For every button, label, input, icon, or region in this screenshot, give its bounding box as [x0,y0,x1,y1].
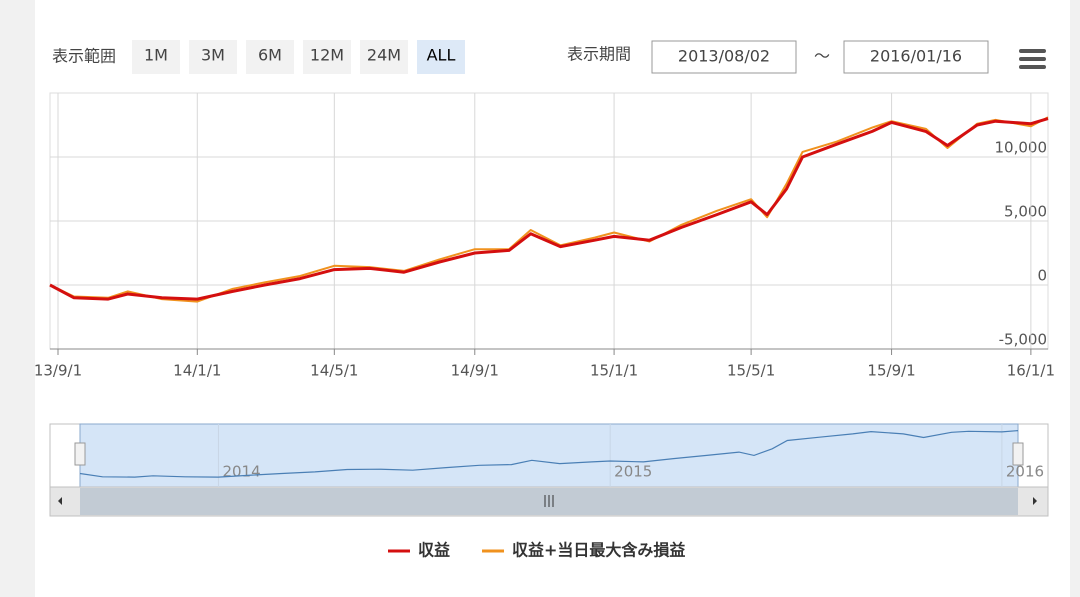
range-button-label[interactable]: 6M [258,46,282,65]
navigator-handle[interactable] [1012,442,1024,466]
scroll-right[interactable] [1033,497,1037,505]
period-label: 表示期間 [567,45,631,64]
line [49,117,1049,301]
x-tick-label: 15/1/1 [590,362,638,380]
navigator-label: 2016 [1006,463,1044,481]
range-button-label[interactable]: 24M [367,46,401,65]
x-tick-label: 15/9/1 [867,362,915,380]
legend-label[interactable]: 収益 [418,541,450,560]
date-to[interactable]: 2016/01/16 [870,47,962,66]
range-button-label[interactable]: ALL [427,46,456,65]
date-from[interactable]: 2013/08/02 [678,47,770,66]
y-tick-label: -5,000 [999,331,1047,349]
x-tick-label: 15/5/1 [727,362,775,380]
navigator-line [79,430,1019,478]
x-tick-label: 14/9/1 [451,362,499,380]
range-label: 表示範囲 [52,47,116,66]
x-tick-label: 14/5/1 [310,362,358,380]
navigator-label: 2014 [222,463,260,481]
scroll-left[interactable] [58,497,62,505]
separator: ～ [814,47,830,66]
range-button[interactable] [189,40,237,74]
range-button[interactable] [246,40,294,74]
range-button[interactable] [132,40,180,74]
x-tick-label: 16/1/1 [1007,362,1055,380]
x-tick-label: 14/1/1 [173,362,221,380]
navigator-label: 2015 [614,463,652,481]
range-button[interactable] [303,40,351,74]
navigator-handle[interactable] [74,442,86,466]
menu-icon[interactable] [1019,49,1046,69]
legend-label[interactable]: 収益+当日最大含み損益 [512,541,685,560]
y-tick-label: 5,000 [1004,203,1047,221]
date-input[interactable] [843,40,989,74]
range-button-label[interactable]: 3M [201,46,225,65]
range-button[interactable] [360,40,408,74]
y-tick-label: 10,000 [995,139,1048,157]
range-button-label[interactable]: 1M [144,46,168,65]
range-button-label[interactable]: 12M [310,46,344,65]
range-button[interactable] [417,40,465,74]
y-tick-label: 0 [1037,267,1047,285]
scrollbar-grip [544,495,554,507]
date-input[interactable] [651,40,797,74]
x-tick-label: 13/9/1 [34,362,82,380]
